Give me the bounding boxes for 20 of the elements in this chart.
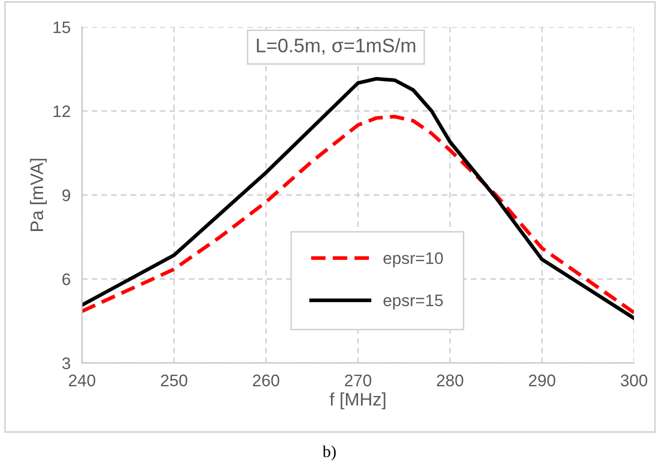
y-tick-label: 9 xyxy=(62,189,70,202)
y-axis-title: Pa [mVA] xyxy=(30,158,47,231)
line-series xyxy=(82,76,634,320)
y-tick-label: 15 xyxy=(54,22,70,34)
x-tick-label: 270 xyxy=(344,374,372,386)
legend-label: epsr=15 xyxy=(384,294,443,310)
line-series xyxy=(82,114,634,314)
annotation: L=0.5m, σ=1mS/m xyxy=(256,38,416,55)
y-tick-label: 6 xyxy=(62,273,70,286)
text: b) xyxy=(322,445,336,461)
x-tick-label: 290 xyxy=(528,374,556,386)
x-tick-label: 240 xyxy=(68,374,96,386)
x-axis-title: f [MHz] xyxy=(330,392,386,410)
legend-label: epsr=10 xyxy=(384,252,443,268)
y-tick-label: 12 xyxy=(54,105,70,118)
y-tick-label: 3 xyxy=(62,357,70,370)
x-tick-label: 250 xyxy=(160,374,188,386)
x-tick-label: 280 xyxy=(436,374,464,386)
x-tick-label: 300 xyxy=(620,374,648,386)
x-tick-label: 260 xyxy=(252,374,280,386)
